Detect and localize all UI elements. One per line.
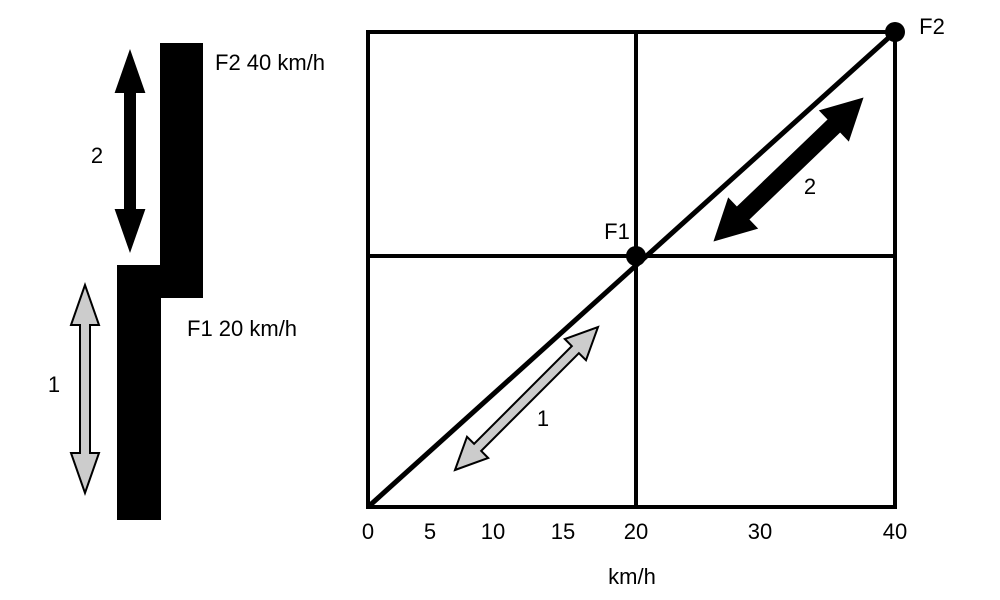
double-arrow bbox=[453, 325, 600, 472]
speed-bar bbox=[117, 43, 203, 520]
point-label: F1 bbox=[604, 219, 630, 244]
lower-label: F1 20 km/h bbox=[187, 316, 297, 341]
speed-line bbox=[366, 30, 897, 509]
double-arrow bbox=[114, 48, 146, 254]
arrow-label: 2 bbox=[91, 143, 103, 168]
double-arrow bbox=[69, 281, 101, 497]
double-arrow bbox=[713, 97, 864, 242]
upper-label: F2 40 km/h bbox=[215, 50, 325, 75]
graph-frame bbox=[366, 30, 897, 509]
x-tick-label: 30 bbox=[748, 519, 772, 544]
x-tick-label: 5 bbox=[424, 519, 436, 544]
point-label: F2 bbox=[919, 14, 945, 39]
x-tick-label: 15 bbox=[551, 519, 575, 544]
arrow-label: 2 bbox=[804, 174, 816, 199]
x-tick-label: 20 bbox=[624, 519, 648, 544]
x-tick-label: 40 bbox=[883, 519, 907, 544]
x-tick-label: 0 bbox=[362, 519, 374, 544]
point bbox=[626, 246, 646, 266]
x-tick-label: 10 bbox=[481, 519, 505, 544]
arrow-label: 1 bbox=[48, 372, 60, 397]
point bbox=[885, 22, 905, 42]
x-axis-label: km/h bbox=[608, 564, 656, 589]
arrow-label: 1 bbox=[537, 406, 549, 431]
